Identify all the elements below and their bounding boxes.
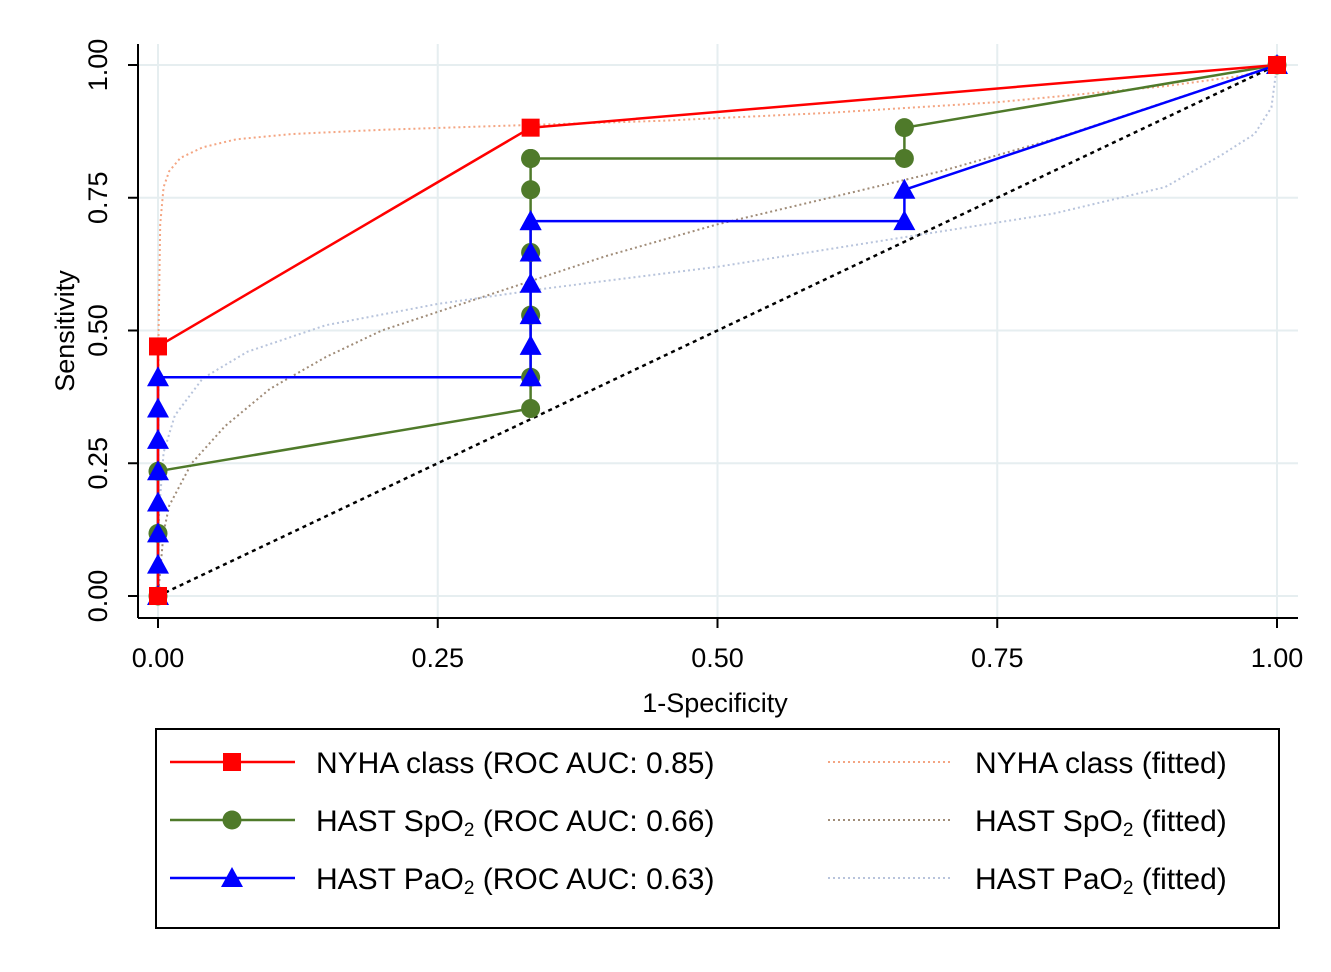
x-axis-title: 1-Specificity: [642, 688, 788, 718]
series-1-point-11: [894, 118, 914, 138]
series-2-point-6: [147, 397, 169, 418]
series-2-point-3: [147, 491, 169, 512]
fitted-curve-0: [157, 64, 1278, 597]
series-0-point-3: [1268, 56, 1286, 74]
legend-swatch-marker-1: [222, 810, 242, 830]
series-lines: [147, 54, 1288, 606]
x-tick-label-2: 0.50: [691, 643, 744, 673]
series-2-point-9: [519, 334, 542, 355]
series-0-point-1: [149, 337, 167, 356]
series-2-point-15: [893, 210, 916, 231]
legend-label-2-part-2: (ROC AUC: 0.63): [474, 863, 714, 896]
fitted-curves: [157, 64, 1278, 597]
y-tick-label-4: 1.00: [83, 39, 113, 92]
legend-swatch-marker-2: [221, 867, 243, 887]
x-tick-label-3: 0.75: [971, 643, 1024, 673]
y-tick-label-1: 0.25: [83, 437, 113, 490]
grid: [138, 44, 1298, 618]
series-1-point-7: [521, 180, 541, 200]
legend-fitted-label-2-part-2: (fitted): [1133, 863, 1226, 896]
y-axis-title: Sensitivity: [50, 270, 80, 392]
series-1-point-9: [521, 148, 541, 168]
x-tick-label-4: 1.00: [1251, 643, 1304, 673]
legend-label-2-part-1: HAST PaO: [316, 863, 464, 896]
series-2-point-5: [147, 428, 169, 449]
legend-fitted-label-2-subscript: 2: [1123, 878, 1134, 899]
series-2-point-4: [147, 460, 169, 481]
series-2-point-1: [147, 553, 169, 574]
legend-label-1-subscript: 2: [464, 820, 475, 841]
legend-fitted-label-1: HAST SpO2 (fitted): [975, 805, 1227, 841]
y-tick-label-0: 0.00: [83, 570, 113, 623]
legend-label-2: HAST PaO2 (ROC AUC: 0.63): [316, 863, 714, 899]
series-2-point-2: [147, 522, 169, 543]
series-2-point-7: [147, 366, 169, 387]
legend-fitted-label-2-part-1: HAST PaO: [975, 863, 1123, 896]
legend-label-1: HAST SpO2 (ROC AUC: 0.66): [316, 805, 714, 841]
series-0-point-0: [149, 587, 167, 605]
legend-fitted-label-2: HAST PaO2 (fitted): [975, 863, 1227, 899]
series-0-point-2: [521, 118, 540, 137]
legend-label-0: NYHA class (ROC AUC: 0.85): [316, 747, 714, 780]
legend-fitted-label-1-subscript: 2: [1123, 820, 1134, 841]
y-tick-label-3: 0.75: [83, 171, 113, 224]
legend-box: [155, 728, 1280, 929]
reference-diagonal-line: [157, 63, 1278, 598]
axes: 0.00 0.00 0.25 0.25 0.50 0.50 0.75 0.75 1.00 1.00…: [50, 39, 1303, 718]
fitted-curve-2: [157, 64, 1278, 597]
legend-label-1-part-2: (ROC AUC: 0.66): [474, 805, 714, 838]
series-1-point-10: [894, 148, 914, 168]
legend-label-2-subscript: 2: [464, 878, 475, 899]
legend: NYHA class (ROC AUC: 0.85)HAST SpO2 (ROC…: [155, 728, 1280, 929]
series-2-point-14: [519, 210, 542, 231]
series-1-point-3: [521, 399, 541, 419]
legend-label-1-part-1: HAST SpO: [316, 805, 464, 838]
series-2-point-12: [519, 241, 542, 262]
series-2-point-8: [519, 366, 542, 387]
y-tick-label-2: 0.50: [83, 304, 113, 357]
x-tick-label-1: 0.25: [411, 643, 464, 673]
legend-swatch-marker-0: [223, 753, 241, 771]
series-2-point-11: [519, 272, 542, 293]
legend-fitted-label-1-part-1: HAST SpO: [975, 805, 1123, 838]
legend-fitted-label-1-part-2: (fitted): [1133, 805, 1226, 838]
fitted-curve-1: [157, 64, 1278, 597]
x-tick-label-0: 0.00: [132, 643, 185, 673]
series-2-point-10: [519, 304, 542, 325]
series-2-point-16: [893, 178, 916, 199]
reference-line-group: [157, 63, 1278, 598]
legend-fitted-label-0: NYHA class (fitted): [975, 747, 1227, 780]
